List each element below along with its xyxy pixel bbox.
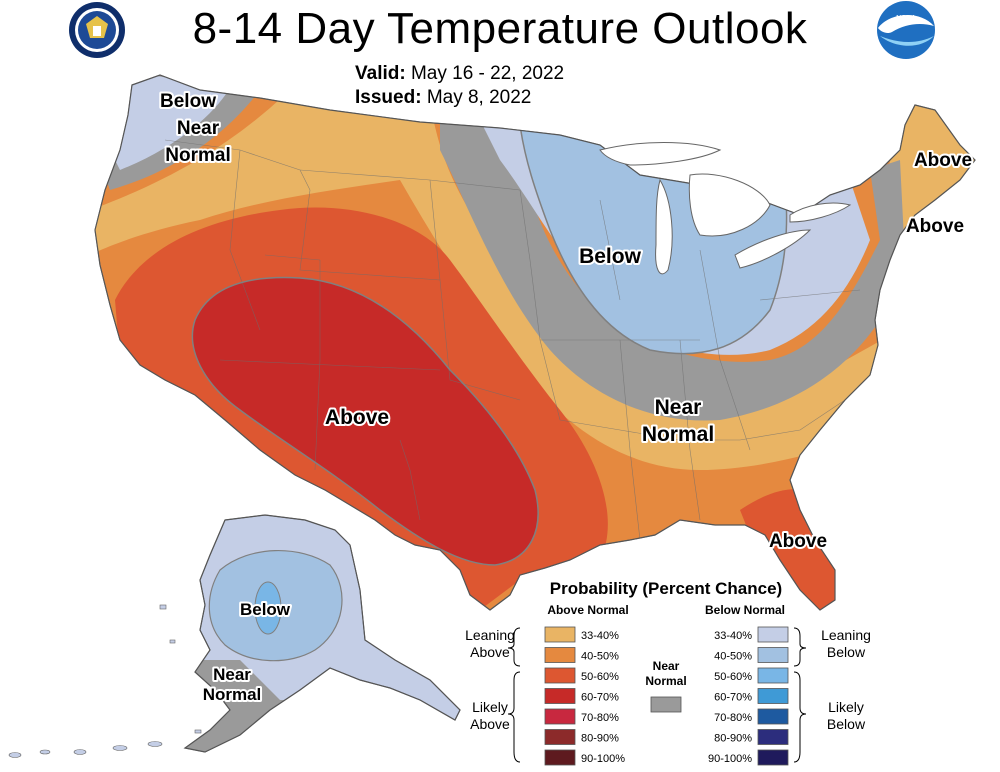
legend-below-label-5: 80-90% — [714, 733, 752, 745]
legend-below-label-2: 50-60% — [714, 671, 752, 683]
legend-above-header: Above Normal — [547, 603, 628, 617]
label-mw-below: Below — [579, 245, 642, 268]
zone-near-normal — [440, 100, 905, 421]
legend-below-swatch-3 — [757, 688, 789, 704]
legend-below-swatches: 33-40% 40-50% 50-60% 60-70% 70-80% 80-90% 90-1… — [708, 626, 789, 766]
legend-above-swatch-3 — [544, 688, 576, 704]
legend-likely-below-2: Below — [827, 716, 866, 732]
legend-near-swatch — [650, 696, 682, 713]
legend-above-swatch-0 — [544, 626, 576, 643]
noaa-logo-text: NOAA — [896, 15, 916, 22]
legend: Probability (Percent Chance) Above Norma… — [465, 579, 871, 766]
label-fl-above: Above — [769, 531, 827, 552]
map-title: 8-14 Day Temperature Outlook — [192, 4, 808, 53]
legend-below-swatch-5 — [757, 729, 789, 745]
ak-zone-below-50-60 — [254, 581, 282, 635]
label-ak-below: Below — [240, 600, 291, 619]
legend-below-swatch-0 — [757, 626, 789, 643]
issued-date: Issued: May 8, 2022 — [355, 87, 531, 109]
great-lakes — [599, 142, 852, 275]
legend-above-label-2: 50-60% — [581, 671, 619, 683]
legend-below-swatch-4 — [757, 708, 789, 725]
aleutian-islands — [159, 604, 202, 734]
zone-above-33-40 — [95, 80, 900, 470]
state-borders — [164, 139, 861, 541]
legend-below-swatch-1 — [757, 647, 789, 663]
legend-below-label-0: 33-40% — [714, 630, 752, 642]
label-ne-above-1: Above — [914, 150, 972, 171]
legend-above-label-5: 80-90% — [581, 733, 619, 745]
label-nw-near: Near — [177, 118, 220, 139]
legend-leaning-above-2: Above — [470, 644, 510, 660]
legend-below-label-6: 90-100% — [708, 753, 752, 765]
label-se-near: Near — [655, 396, 702, 419]
legend-above-swatch-4 — [544, 708, 576, 725]
legend-above-label-6: 90-100% — [581, 753, 625, 765]
commerce-seal-logo — [69, 2, 125, 58]
legend-likely-above-1: Likely — [472, 699, 508, 715]
label-nw-normal: Normal — [165, 145, 230, 166]
map-labels: Below Near Normal Above Above Below Abov… — [158, 89, 974, 706]
legend-likely-below-1: Likely — [828, 699, 864, 715]
legend-above-swatch-6 — [544, 749, 576, 766]
alaska-map — [8, 514, 461, 758]
label-ne-above-2: Above — [906, 216, 964, 237]
legend-likely-above-2: Above — [470, 716, 510, 732]
legend-below-swatch-2 — [757, 667, 789, 684]
legend-above-label-1: 40-50% — [581, 651, 619, 663]
aleutian-chain — [8, 741, 163, 758]
zone-above-60-70 — [192, 277, 539, 565]
label-nw-below: Below — [160, 91, 216, 112]
legend-below-header: Below Normal — [705, 603, 785, 617]
legend-below-label-3: 60-70% — [714, 692, 752, 704]
legend-title: Probability (Percent Chance) — [550, 579, 782, 598]
legend-above-swatch-1 — [544, 647, 576, 663]
legend-leaning-above-1: Leaning — [465, 627, 515, 643]
label-se-normal: Normal — [642, 423, 714, 446]
label-ak-near: Near — [213, 665, 251, 684]
legend-leaning-below-1: Leaning — [821, 627, 871, 643]
legend-above-swatches: 33-40% 40-50% 50-60% 60-70% 70-80% 80-90% 90-1… — [544, 626, 625, 766]
valid-value: May 16 - 22, 2022 — [410, 63, 565, 84]
label-sw-above: Above — [325, 406, 389, 429]
legend-above-swatch-2 — [544, 667, 576, 684]
legend-above-label-3: 60-70% — [581, 692, 619, 704]
legend-above-label-0: 33-40% — [581, 630, 619, 642]
issued-label: Issued: — [355, 87, 422, 108]
legend-below-label-4: 70-80% — [714, 712, 752, 724]
noaa-logo: NOAA — [877, 1, 935, 59]
legend-leaning-below-2: Below — [827, 644, 866, 660]
valid-dates: Valid: May 16 - 22, 2022 — [355, 63, 564, 85]
label-ak-normal: Normal — [203, 685, 262, 704]
issued-value: May 8, 2022 — [426, 87, 532, 108]
zone-nw-below — [105, 75, 230, 170]
legend-near-label-2: Normal — [645, 674, 686, 688]
legend-near-label-1: Near — [653, 659, 680, 673]
legend-below-label-1: 40-50% — [714, 651, 752, 663]
legend-above-swatch-5 — [544, 729, 576, 745]
legend-below-swatch-6 — [757, 749, 789, 766]
valid-label: Valid: — [355, 63, 406, 84]
legend-above-label-4: 70-80% — [581, 712, 619, 724]
